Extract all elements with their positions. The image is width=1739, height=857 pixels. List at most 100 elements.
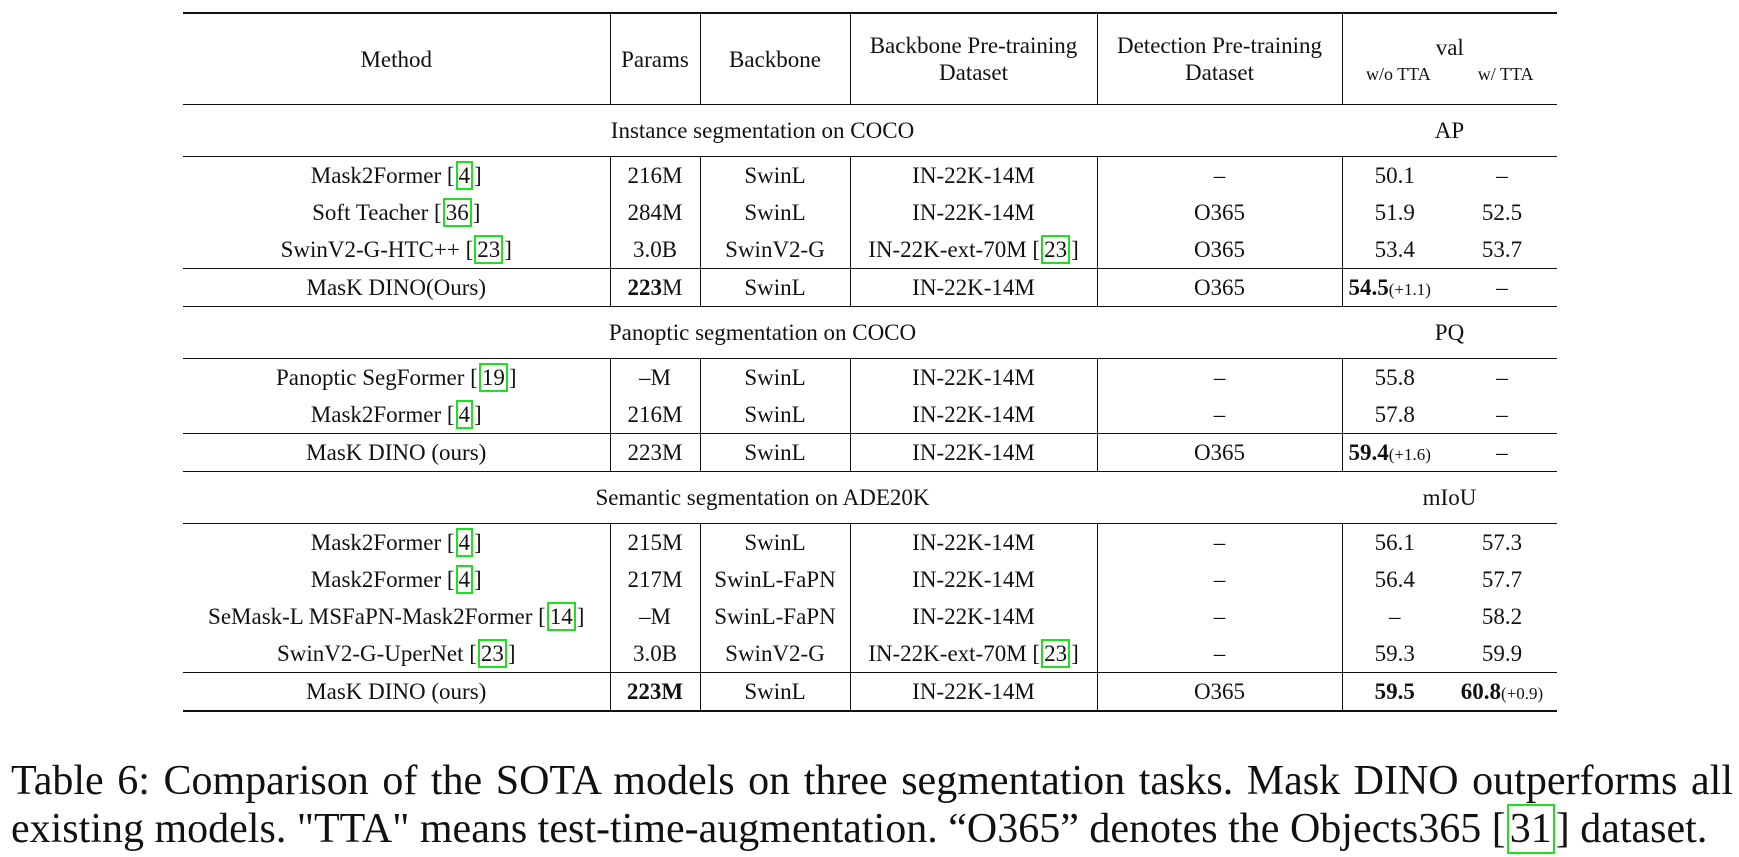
params-cell: 217M <box>609 561 700 598</box>
method-cell: SwinV2-G-HTC++ [23] <box>280 235 512 264</box>
backbone-cell: SwinL <box>699 672 850 712</box>
w-tta-cell: – <box>1447 268 1557 307</box>
method-cell: MasK DINO (ours) <box>183 672 610 712</box>
w-tta-cell: 52.5 <box>1481 200 1523 225</box>
method-name: SwinV2-G-UperNet <box>276 641 464 666</box>
detection-dataset-cell: – <box>1096 635 1342 673</box>
caption-text-2: ] dataset. <box>1555 806 1708 852</box>
citation-link[interactable]: 19 <box>478 363 508 392</box>
wo-tta-cell: 56.1 <box>1341 523 1447 561</box>
detection-dataset-cell: O365 <box>1096 268 1342 307</box>
method-cell: Panoptic SegFormer [19] <box>183 358 610 396</box>
backbone-dataset-cell: IN-22K-14M <box>849 156 1097 194</box>
params-cell: 223M <box>609 672 700 712</box>
backbone-cell: SwinV2-G <box>699 231 850 269</box>
table-row: Mask2Former [4] 216M SwinL IN-22K-14M –50.1– <box>183 156 1557 194</box>
backbone-dataset-cell: IN-22K-14M <box>849 358 1097 396</box>
w-tta-cell: – <box>1447 156 1557 194</box>
backbone-cell: SwinV2-G <box>699 635 850 673</box>
params-cell: 216M <box>609 396 700 434</box>
backbone-cell: SwinL <box>699 396 850 434</box>
method-cell: Mask2Former [4] <box>183 156 610 194</box>
table-row: Mask2Former [4] 216M SwinL IN-22K-14M –57.8– <box>183 396 1557 434</box>
wo-tta-cell: 53.4 <box>1341 231 1447 269</box>
score-value: – <box>1496 275 1508 300</box>
wo-tta-cell: 54.5(+1.1) <box>1341 268 1447 307</box>
method-cell: SwinV2-G-UperNet [23] <box>276 639 516 668</box>
score-value: – <box>1496 440 1508 465</box>
params-cell: 216M <box>609 156 700 194</box>
header-backbone-pretrain: Backbone Pre-training Dataset <box>849 12 1097 105</box>
detection-dataset-cell: O365 <box>1096 194 1342 231</box>
params-bold: 223M <box>626 679 684 704</box>
method-cell: Mask2Former [4] <box>310 565 482 594</box>
header-wo-tta: w/o TTA <box>1366 63 1431 84</box>
section-title: Panoptic segmentation on COCO <box>183 306 1342 359</box>
backbone-cell: SwinL <box>699 523 850 561</box>
section-title: Instance segmentation on COCO <box>183 104 1342 157</box>
table-row-ours: MasK DINO(Ours) 223M SwinL IN-22K-14M O365 54… <box>183 268 1557 307</box>
citation-link[interactable]: 23 <box>477 639 507 668</box>
backbone-dataset-cell: IN-22K-14M <box>849 194 1097 231</box>
table-caption: Table 6: Comparison of the SOTA models o… <box>11 757 1733 854</box>
citation-link[interactable]: 4 <box>455 161 474 190</box>
header-detection-pretrain: Detection Pre-training Dataset <box>1096 12 1342 105</box>
citation-link[interactable]: 4 <box>455 528 474 557</box>
backbone-cell: SwinL-FaPN <box>699 561 850 598</box>
header-detection-pretrain-line1: Detection Pre-training <box>1116 33 1322 58</box>
score-value: 60.8 <box>1460 679 1502 704</box>
backbone-dataset: IN-22K-14M <box>912 402 1035 427</box>
header-val-label: val <box>1435 34 1464 60</box>
wo-tta-cell: 55.8 <box>1341 358 1447 396</box>
wo-tta-cell: 59.3 <box>1341 635 1447 673</box>
detection-dataset-cell: – <box>1096 523 1342 561</box>
table-row: Mask2Former [4] 217M SwinL-FaPN IN-22K-14M –… <box>183 561 1557 598</box>
caption-citation-link[interactable]: 31 <box>1506 804 1555 854</box>
params-rest: 223M <box>627 440 683 465</box>
method-name: Mask2Former <box>310 402 442 427</box>
params-cell: 215M <box>609 523 700 561</box>
wo-tta-cell: 59.4(+1.6) <box>1341 433 1447 472</box>
citation-link[interactable]: 23 <box>1041 235 1071 264</box>
header-w-tta: w/ TTA <box>1477 63 1534 84</box>
backbone-cell: SwinL <box>699 358 850 396</box>
detection-dataset-cell: – <box>1096 561 1342 598</box>
header-val: val w/o TTA w/ TTA <box>1341 12 1557 105</box>
detection-dataset-cell: – <box>1096 396 1342 434</box>
section-header-row: Semantic segmentation on ADE20K mIoU <box>183 471 1557 524</box>
citation-link[interactable]: 36 <box>442 198 472 227</box>
section-metric: PQ <box>1342 306 1557 359</box>
backbone-cell: SwinL <box>699 194 850 231</box>
table-row-ours: MasK DINO (ours) 223M SwinL IN-22K-14M O365 5… <box>183 672 1557 712</box>
backbone-dataset-cell: IN-22K-14M <box>849 561 1097 598</box>
header-detection-pretrain-line2: Dataset <box>1185 60 1254 85</box>
params-cell: –M <box>609 358 700 396</box>
method-cell: SeMask-L MSFaPN-Mask2Former [14] <box>208 602 585 631</box>
citation-link[interactable]: 23 <box>1041 639 1071 668</box>
wo-tta-cell: 56.4 <box>1341 561 1447 598</box>
params-cell: –M <box>609 598 700 635</box>
detection-dataset-cell: O365 <box>1096 433 1342 472</box>
header-params: Params <box>609 12 700 105</box>
table-row: Mask2Former [4] 215M SwinL IN-22K-14M –56.1 5… <box>183 523 1557 561</box>
backbone-dataset: IN-22K-14M <box>912 604 1035 629</box>
citation-link[interactable]: 23 <box>474 235 504 264</box>
citation-link[interactable]: 4 <box>455 565 474 594</box>
params-bold: 223 <box>627 275 663 300</box>
method-name: SwinV2-G-HTC++ <box>280 237 460 262</box>
backbone-dataset-cell: IN-22K-14M <box>849 396 1097 434</box>
params-rest: M <box>662 275 683 300</box>
table-row: SeMask-L MSFaPN-Mask2Former [14] –M SwinL-… <box>183 598 1557 635</box>
backbone-dataset: IN-22K-14M <box>912 530 1035 555</box>
method-name: Mask2Former <box>310 567 442 592</box>
method-name: Mask2Former <box>310 163 442 188</box>
backbone-cell: SwinL <box>699 433 850 472</box>
header-method: Method <box>183 12 610 105</box>
method-name: Soft Teacher <box>312 200 429 225</box>
score-bold: 54.5 <box>1348 275 1389 300</box>
w-tta-cell: 59.9 <box>1481 641 1523 666</box>
w-tta-cell: – <box>1447 358 1557 396</box>
citation-link[interactable]: 14 <box>546 602 576 631</box>
section-header-row: Instance segmentation on COCO AP <box>183 104 1557 157</box>
citation-link[interactable]: 4 <box>455 400 474 429</box>
